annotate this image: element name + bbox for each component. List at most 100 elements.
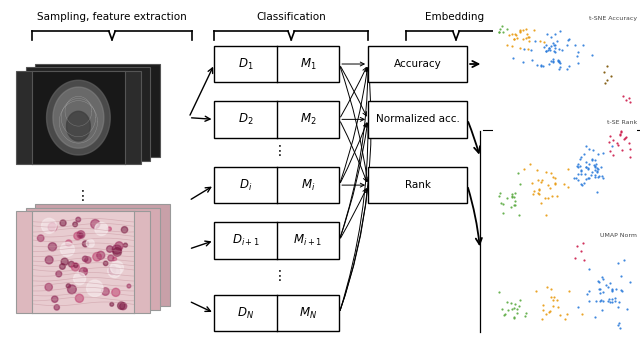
Point [580, 159, 591, 165]
Point [598, 276, 608, 282]
Text: Sampling, feature extraction: Sampling, feature extraction [37, 12, 187, 22]
Point [554, 64, 564, 70]
Text: UMAP Norm: UMAP Norm [600, 233, 637, 238]
Point [509, 202, 520, 208]
Point [545, 308, 555, 314]
Point [573, 305, 583, 310]
Text: $M_{i+1}$: $M_{i+1}$ [294, 233, 323, 248]
Point [607, 143, 618, 149]
Point [625, 146, 636, 151]
Point [520, 36, 531, 41]
Circle shape [102, 288, 109, 295]
Point [553, 58, 563, 64]
Point [572, 163, 582, 169]
Point [534, 186, 544, 191]
Point [550, 31, 560, 36]
Point [513, 170, 523, 175]
Point [552, 38, 562, 44]
Text: Normalized acc.: Normalized acc. [376, 115, 460, 124]
Point [548, 58, 559, 64]
Circle shape [67, 285, 76, 294]
Point [582, 291, 592, 297]
Point [590, 175, 600, 180]
Circle shape [122, 227, 127, 233]
Point [552, 193, 562, 199]
FancyBboxPatch shape [26, 67, 150, 161]
Point [515, 181, 525, 187]
Point [533, 190, 543, 196]
Point [580, 171, 591, 176]
Point [509, 36, 520, 42]
Point [543, 45, 554, 51]
Point [616, 288, 627, 293]
Point [553, 57, 563, 63]
Point [536, 63, 547, 68]
Text: t-SNE Accuracy: t-SNE Accuracy [589, 16, 637, 21]
Point [604, 139, 614, 144]
Point [595, 291, 605, 296]
Point [611, 140, 621, 146]
Point [497, 24, 508, 29]
Point [600, 80, 610, 86]
Point [624, 140, 634, 146]
Point [595, 286, 605, 292]
Point [502, 26, 512, 32]
Point [617, 288, 627, 293]
Point [563, 37, 573, 42]
Text: Rank: Rank [404, 180, 431, 190]
Text: $D_i$: $D_i$ [239, 177, 252, 193]
Point [527, 181, 538, 186]
Point [534, 187, 544, 193]
Point [544, 309, 554, 315]
Point [544, 45, 554, 51]
Point [561, 43, 572, 48]
Point [587, 156, 597, 162]
Point [534, 191, 544, 197]
Point [598, 175, 609, 180]
Point [599, 70, 609, 75]
Point [581, 144, 591, 149]
Point [573, 60, 583, 66]
Point [536, 62, 547, 68]
Point [580, 164, 591, 170]
Point [526, 48, 536, 53]
Circle shape [127, 284, 131, 288]
Text: Accuracy: Accuracy [394, 59, 442, 69]
Point [602, 78, 612, 83]
Circle shape [120, 303, 127, 310]
Circle shape [124, 243, 127, 247]
Text: $M_1$: $M_1$ [300, 56, 316, 72]
Point [573, 172, 584, 177]
Point [515, 29, 525, 34]
Circle shape [113, 257, 116, 261]
Point [545, 185, 555, 191]
Polygon shape [53, 87, 104, 148]
Point [510, 198, 520, 203]
Circle shape [112, 245, 122, 254]
Point [597, 307, 607, 312]
Point [584, 175, 594, 180]
Circle shape [74, 264, 78, 267]
Point [511, 35, 522, 41]
Point [510, 31, 520, 37]
Circle shape [52, 296, 58, 302]
Point [495, 190, 506, 196]
Point [537, 316, 547, 322]
Point [548, 40, 558, 46]
Point [607, 287, 617, 292]
Point [579, 181, 589, 186]
FancyBboxPatch shape [16, 71, 141, 164]
Point [547, 44, 557, 49]
FancyBboxPatch shape [368, 101, 467, 137]
Point [564, 288, 575, 294]
Point [563, 166, 573, 172]
Point [518, 36, 529, 42]
FancyBboxPatch shape [214, 167, 339, 203]
Point [548, 42, 559, 47]
Text: $M_i$: $M_i$ [301, 177, 315, 193]
Point [546, 286, 556, 292]
Point [523, 46, 533, 52]
Point [581, 176, 591, 182]
Point [578, 240, 588, 246]
Point [555, 60, 565, 66]
